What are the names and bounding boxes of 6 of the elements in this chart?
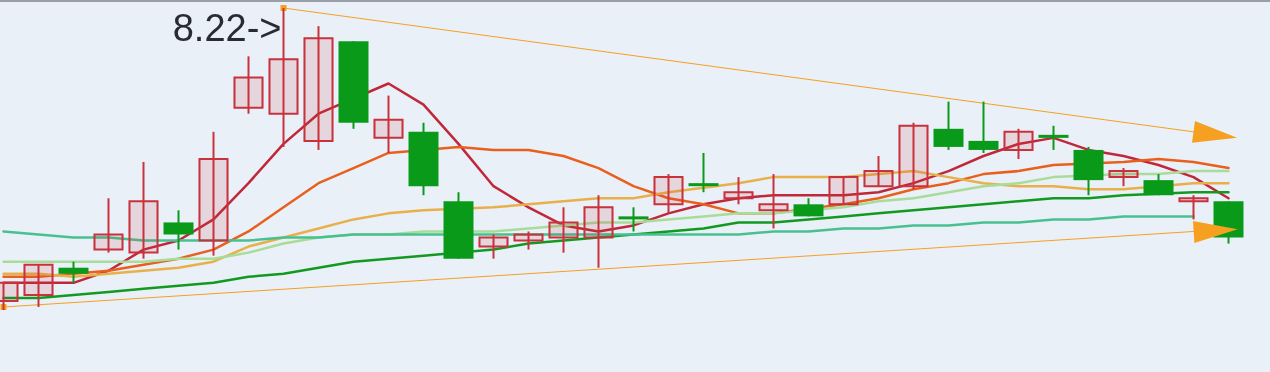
candlestick (968, 100, 999, 154)
annotation: 8.22-> (172, 7, 282, 49)
candlestick (688, 151, 719, 194)
candlestick (1038, 124, 1069, 151)
candlestick (618, 206, 649, 233)
candlestick (58, 260, 89, 284)
